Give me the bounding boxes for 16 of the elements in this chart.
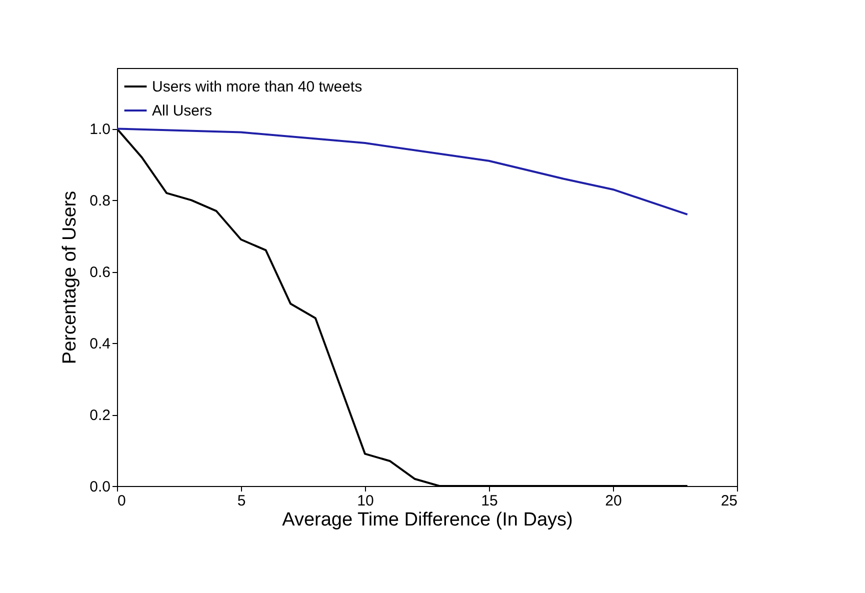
- legend-label: Users with more than 40 tweets: [152, 78, 362, 96]
- y-axis-title: Percentage of Users: [60, 190, 81, 364]
- y-tick-label: 0.8: [90, 192, 110, 210]
- y-tick-label: 0.4: [90, 336, 110, 353]
- x-tick-label: 10: [357, 492, 374, 510]
- x-tick-label: 5: [237, 492, 246, 510]
- x-tick-label: 0: [118, 492, 126, 510]
- x-tick-label: 15: [481, 492, 498, 510]
- x-axis-title: Average Time Difference (In Days): [282, 510, 573, 530]
- y-tick-label: 0.6: [90, 264, 110, 282]
- legend-label: All Users: [152, 102, 212, 120]
- y-tick-label: 0.0: [90, 478, 110, 496]
- x-tick-label: 20: [605, 492, 622, 510]
- y-tick-label: 0.2: [90, 407, 110, 424]
- x-tick-label: 25: [720, 492, 738, 510]
- y-tick-label: 1.0: [90, 121, 110, 138]
